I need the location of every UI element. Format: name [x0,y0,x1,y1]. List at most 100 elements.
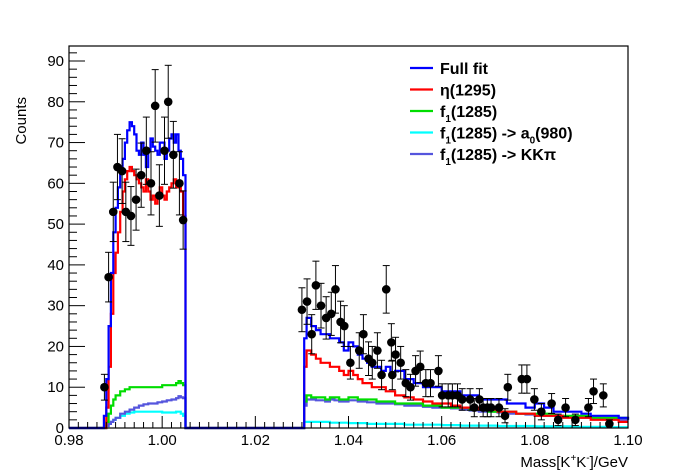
data-point [108,181,118,243]
data-point [146,151,156,216]
data-point [307,314,316,355]
data-point [178,190,188,250]
y-tick-label: 90 [47,53,64,70]
y-tick-label: 60 [47,175,64,192]
legend-item-f1a0: f1(1285) -> a0(980) [410,126,573,147]
data-point [104,251,113,303]
data-point [522,364,532,394]
data-marker [155,191,164,200]
data-marker [599,391,608,400]
data-marker [100,382,109,392]
data-point [326,291,336,336]
data-points [100,64,614,429]
data-marker [381,285,391,294]
legend-label: f1(1285) [440,104,497,125]
x-tick-label: 1.08 [520,432,549,449]
data-marker [503,382,513,392]
data-marker [126,211,136,221]
data-marker [346,358,355,368]
data-point [331,265,340,314]
data-marker [396,358,405,368]
data-point [437,383,447,408]
data-marker [175,179,184,188]
data-point [131,168,141,231]
data-point [160,116,169,185]
data-marker [486,403,496,412]
data-marker [437,391,447,400]
data-point [584,397,593,418]
legend-label: Full fit [440,61,489,78]
data-marker [553,415,563,425]
data-marker [178,215,188,225]
y-axis-title: Counts [13,97,30,145]
data-point [163,64,173,139]
data-marker [415,362,425,372]
y-tick-label: 20 [47,338,64,355]
data-marker [377,370,386,380]
data-marker [457,395,467,404]
data-marker [131,195,141,204]
data-point [599,383,608,408]
data-marker [359,329,368,339]
data-marker [391,350,400,359]
x-tick-label: 0.98 [54,432,83,449]
legend-item-eta: η(1295) [410,83,496,100]
data-point [537,403,546,421]
legend-label: η(1295) [440,83,496,100]
data-marker [160,146,169,156]
data-marker [537,407,546,416]
data-marker [169,150,178,160]
data-marker [373,346,382,355]
x-axis: 0.98 1.00 1.02 1.04 1.06 1.08 1.10 [54,416,643,449]
data-point [415,350,425,384]
data-marker [307,329,316,339]
data-point [547,393,556,415]
y-tick-label: 50 [47,216,64,233]
data-point [571,413,580,427]
data-point [302,278,312,325]
data-point [316,282,326,329]
data-marker [547,399,556,408]
data-point [457,388,467,411]
data-point [553,413,563,427]
legend-item-f1kkpi: f1(1285) -> KKπ [410,147,556,168]
data-point [142,116,151,185]
legend: Full fit η(1295) f1(1285)f1(1285) -> a0(98… [410,61,573,168]
y-tick-label: 40 [47,257,64,274]
data-marker [561,403,570,412]
data-point [561,397,570,418]
data-point [100,373,109,401]
data-marker [108,207,118,217]
data-point [373,332,382,369]
data-marker [311,280,321,290]
data-point [396,345,405,380]
data-point [117,138,127,204]
data-marker [571,415,580,425]
data-point [391,336,400,373]
data-point [150,69,160,143]
data-point [340,305,349,347]
data-point [381,265,391,314]
x-tick-label: 1.06 [427,432,456,449]
data-marker [142,146,151,156]
data-point [589,378,598,405]
y-tick-label: 0 [56,420,64,437]
legend-item-f1: f1(1285) [410,104,497,125]
data-marker [104,272,113,282]
data-marker [584,403,593,412]
data-point [530,388,539,411]
data-point [503,373,513,401]
data-point [155,164,164,227]
data-marker [387,370,397,380]
x-tick-label: 1.02 [241,432,270,449]
y-tick-label: 70 [47,135,64,152]
data-point [126,186,136,246]
data-marker [150,101,160,111]
data-point [359,314,368,355]
data-point [434,355,443,387]
data-point [377,359,386,391]
data-marker [354,346,364,355]
y-tick-label: 80 [47,94,64,111]
